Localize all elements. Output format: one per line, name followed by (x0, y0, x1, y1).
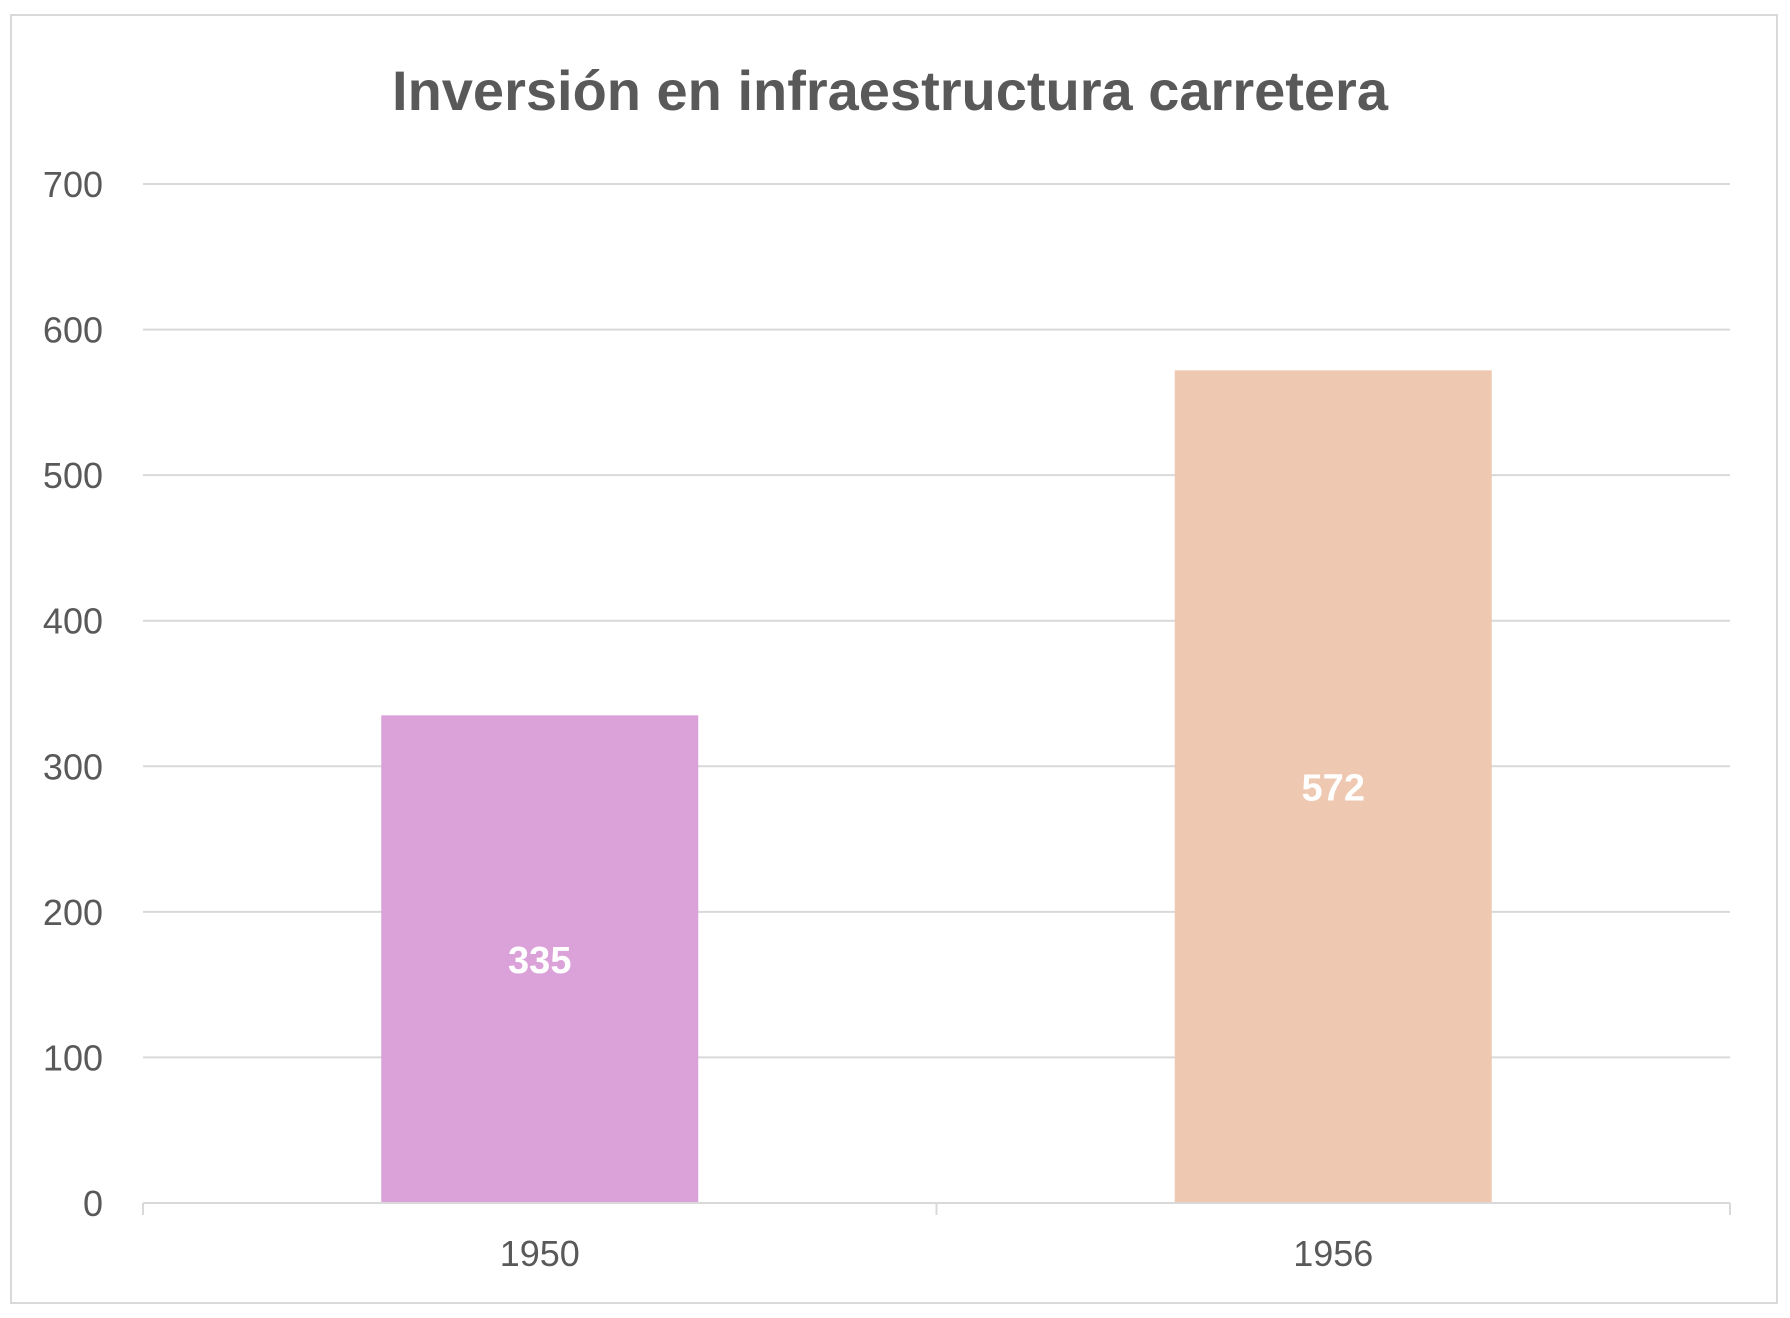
y-tick-label: 200 (43, 892, 103, 933)
y-tick-label: 100 (43, 1037, 103, 1078)
y-tick-label: 600 (43, 310, 103, 351)
x-tick-label: 1956 (1293, 1233, 1373, 1274)
data-label: 572 (1302, 768, 1365, 810)
x-tick-label: 1950 (500, 1233, 580, 1274)
y-tick-label: 500 (43, 455, 103, 496)
y-tick-label: 0 (83, 1183, 103, 1224)
chart-title: Inversión en infraestructura carretera (392, 59, 1389, 122)
y-axis-tick-labels: 0 100 200 300 400 500 600 700 (43, 164, 103, 1224)
y-tick-label: 300 (43, 746, 103, 787)
bars (381, 370, 1492, 1203)
bar-1956 (1174, 370, 1492, 1203)
bar-1950 (381, 715, 699, 1203)
x-axis-tick-labels: 1950 1956 (500, 1233, 1374, 1274)
x-axis (142, 1202, 1731, 1215)
y-tick-label: 400 (43, 601, 103, 642)
gridlines (143, 183, 1730, 1059)
data-label: 335 (508, 940, 571, 982)
data-labels: 335 572 (508, 768, 1365, 983)
y-tick-label: 700 (43, 164, 103, 205)
